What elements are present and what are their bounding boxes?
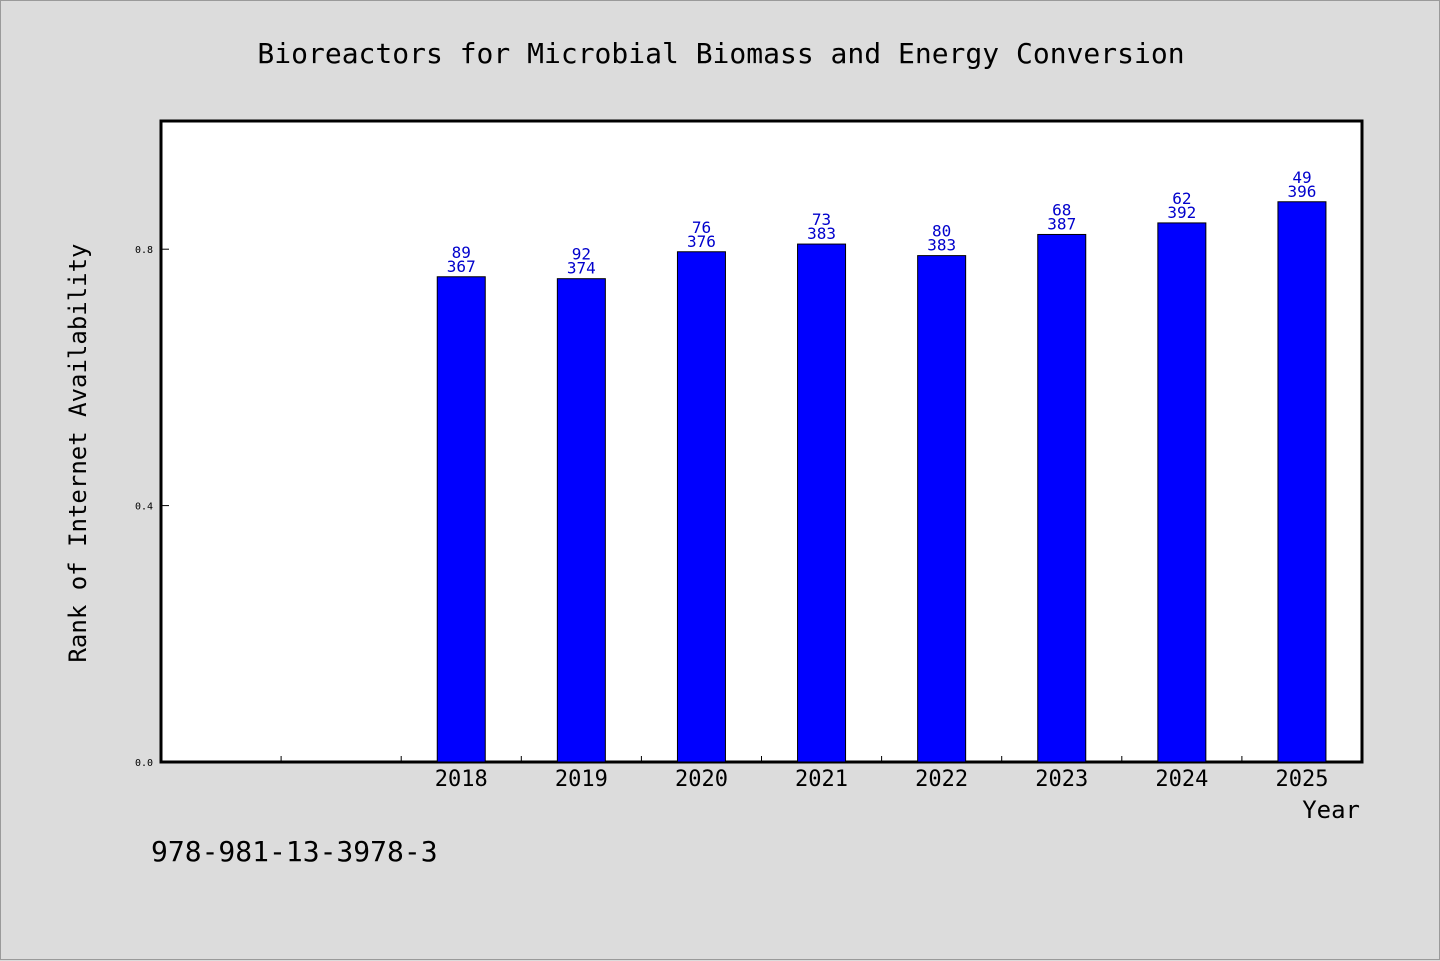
bar-label-bottom: 392 <box>1167 203 1196 222</box>
x-tick-label: 2021 <box>795 767 848 792</box>
bar-label-top: 49 <box>1292 168 1311 187</box>
bar-label-bottom: 376 <box>687 232 716 251</box>
bar-label-top: 62 <box>1172 189 1191 208</box>
bar <box>797 243 847 763</box>
bar-label-top: 73 <box>812 210 831 229</box>
bar-label-top: 68 <box>1052 200 1071 219</box>
bar-label-bottom: 383 <box>807 224 836 243</box>
isbn-footer: 978-981-13-3978-3 <box>151 835 438 868</box>
bar-label-top: 89 <box>452 243 471 262</box>
bar-label-bottom: 367 <box>447 257 476 276</box>
bar <box>917 255 967 763</box>
x-tick-label: 2019 <box>555 767 608 792</box>
x-tick-label: 2018 <box>435 767 488 792</box>
bar-label-bottom: 396 <box>1287 182 1316 201</box>
bar-label-bottom: 374 <box>567 259 596 278</box>
bar <box>436 276 486 763</box>
x-tick-label: 2020 <box>675 767 728 792</box>
x-tick-label: 2022 <box>915 767 968 792</box>
chart-title: Bioreactors for Microbial Biomass and En… <box>257 37 1184 70</box>
bar-label-top: 76 <box>692 218 711 237</box>
bar <box>1157 222 1207 763</box>
bar <box>556 278 606 763</box>
bar-label-bottom: 387 <box>1047 214 1076 233</box>
bar-label-bottom: 383 <box>927 236 956 255</box>
y-tick-label: 0.4 <box>135 502 153 513</box>
x-tick-label: 2024 <box>1155 767 1208 792</box>
x-tick-label: 2023 <box>1035 767 1088 792</box>
bar-label-top: 92 <box>572 245 591 264</box>
axis-layer: 0.0 0.4 0.8 2018 2019 2020 2021 2022 2023 2024 202… <box>135 245 1329 792</box>
bar <box>1037 233 1087 763</box>
y-tick-label: 0.0 <box>135 758 153 769</box>
y-axis-label: Rank of Internet Availability <box>64 243 92 662</box>
bar <box>676 251 726 763</box>
y-tick-label: 0.8 <box>135 245 153 256</box>
x-axis-label: Year <box>1302 796 1360 824</box>
bar-label-top: 80 <box>932 222 951 241</box>
x-tick-label: 2025 <box>1275 767 1328 792</box>
bar <box>1277 201 1327 763</box>
